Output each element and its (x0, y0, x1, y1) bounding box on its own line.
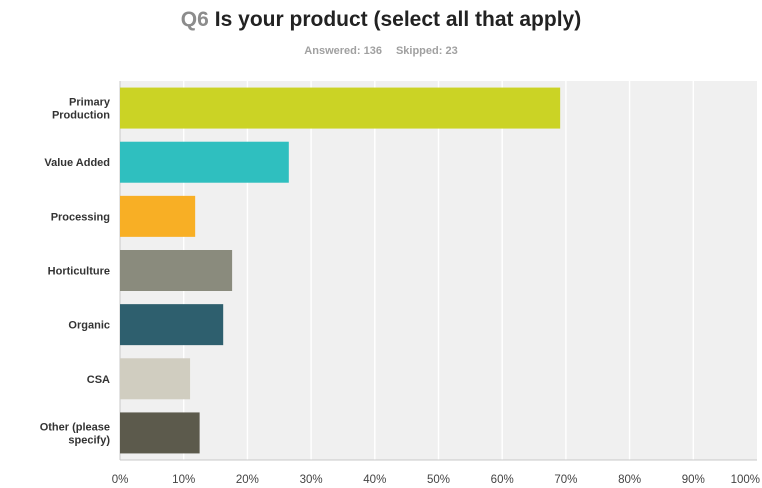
question-number: Q6 (180, 8, 209, 31)
x-tick-label: 10% (172, 474, 195, 486)
x-tick-label: 100% (731, 474, 760, 486)
bar (120, 250, 233, 291)
x-tick-label: 20% (236, 474, 259, 486)
answered-count: Answered: 136 (304, 45, 382, 57)
bar (120, 304, 224, 346)
x-tick-label: 70% (554, 474, 577, 486)
category-label: Other (please specify) (40, 421, 111, 446)
bar (120, 358, 191, 400)
x-tick-label: 30% (300, 474, 323, 486)
x-tick-label: 60% (491, 474, 514, 486)
question-text: Is your product (select all that apply) (214, 8, 582, 31)
x-tick-label: 0% (112, 474, 129, 486)
x-tick-label: 40% (363, 474, 386, 486)
skipped-count: Skipped: 23 (395, 45, 458, 57)
question-title: Q6 Is your product (select all that apply… (0, 8, 762, 32)
bar (120, 87, 561, 129)
bar (120, 412, 200, 454)
x-tick-label: 80% (618, 474, 641, 486)
bar (120, 195, 196, 237)
category-label: Organic (68, 320, 110, 332)
response-stats: Answered: 136 Skipped: 23 (0, 45, 762, 57)
category-label: Processing (51, 211, 110, 223)
category-label: Primary Production (52, 97, 111, 122)
category-label: CSA (87, 374, 110, 386)
category-label: Horticulture (48, 266, 110, 278)
category-label: Value Added (44, 157, 110, 169)
bar (120, 141, 289, 183)
x-tick-label: 90% (682, 474, 705, 486)
x-tick-label: 50% (427, 474, 450, 486)
